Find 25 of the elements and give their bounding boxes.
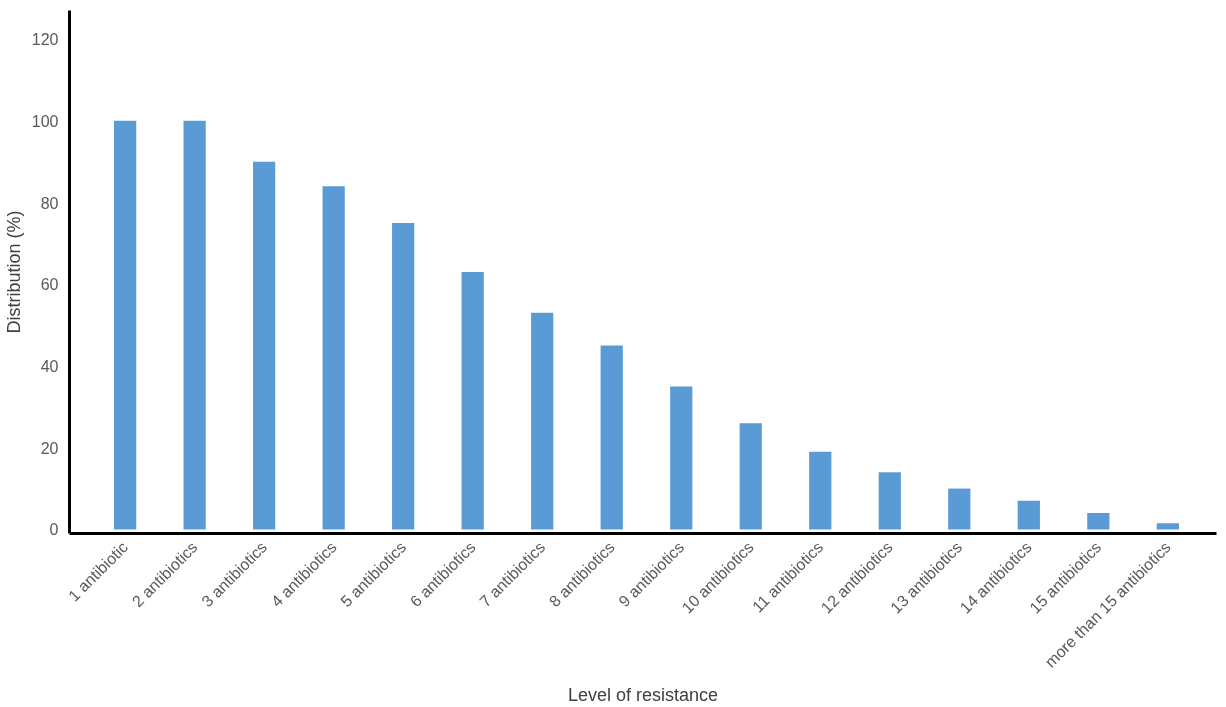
bar [670,386,693,530]
y-tick-label: 40 [40,357,59,375]
y-tick-label: 60 [40,276,59,294]
bar [1017,500,1040,530]
bar [183,120,206,530]
y-tick-label: 20 [40,439,59,457]
bar [322,186,345,530]
bar [948,488,971,530]
y-tick-label: 0 [49,521,59,539]
y-axis-title: Distribution (%) [3,210,24,334]
x-axis-title: Level of resistance [567,684,719,705]
bar [461,272,484,530]
bar [878,472,901,530]
bar [392,222,415,530]
bar [809,451,832,530]
bar [1087,513,1110,530]
bar [253,161,276,530]
y-tick-label: 80 [40,194,59,212]
bar [1156,523,1179,530]
bar [113,120,137,530]
bar [600,345,623,530]
bar [531,312,554,530]
y-tick-label: 100 [31,112,59,130]
y-tick-label: 120 [31,31,59,49]
bar [739,423,762,530]
